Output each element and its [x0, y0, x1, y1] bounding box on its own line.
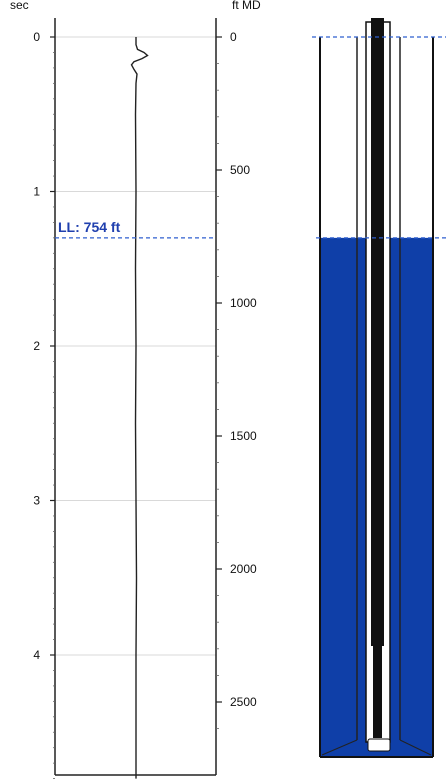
left-tick-label-1: 1 [33, 185, 40, 199]
right-tick-label-4: 2000 [230, 562, 257, 576]
right-tick-label-2: 1000 [230, 296, 257, 310]
left-tick-label-2: 2 [33, 339, 40, 353]
pump-seat [367, 738, 391, 752]
right-axis-ticks: 0 500 1000 1500 2000 2500 [216, 30, 257, 729]
right-axis-unit-label: ft MD [232, 0, 261, 12]
right-tick-label-3: 1500 [230, 429, 257, 443]
bottom-v-left [321, 739, 358, 756]
right-tick-label-5: 2500 [230, 695, 257, 709]
wellbore-diagram [319, 18, 434, 758]
left-tick-label-4: 4 [33, 648, 40, 662]
liquid-level-label: LL: 754 ft [58, 219, 121, 235]
rod-string [371, 18, 384, 646]
right-tick-label-1: 500 [230, 163, 250, 177]
bottom-v-right [399, 739, 432, 756]
left-tick-label-0: 0 [33, 30, 40, 44]
left-tick-label-3: 3 [33, 494, 40, 508]
acoustic-trace-line [130, 37, 149, 779]
left-axis-unit-label: sec [10, 0, 29, 12]
right-tick-label-0: 0 [230, 30, 237, 44]
pump-body [373, 646, 382, 738]
left-axis-ticks: 0 1 2 3 4 [33, 30, 55, 779]
